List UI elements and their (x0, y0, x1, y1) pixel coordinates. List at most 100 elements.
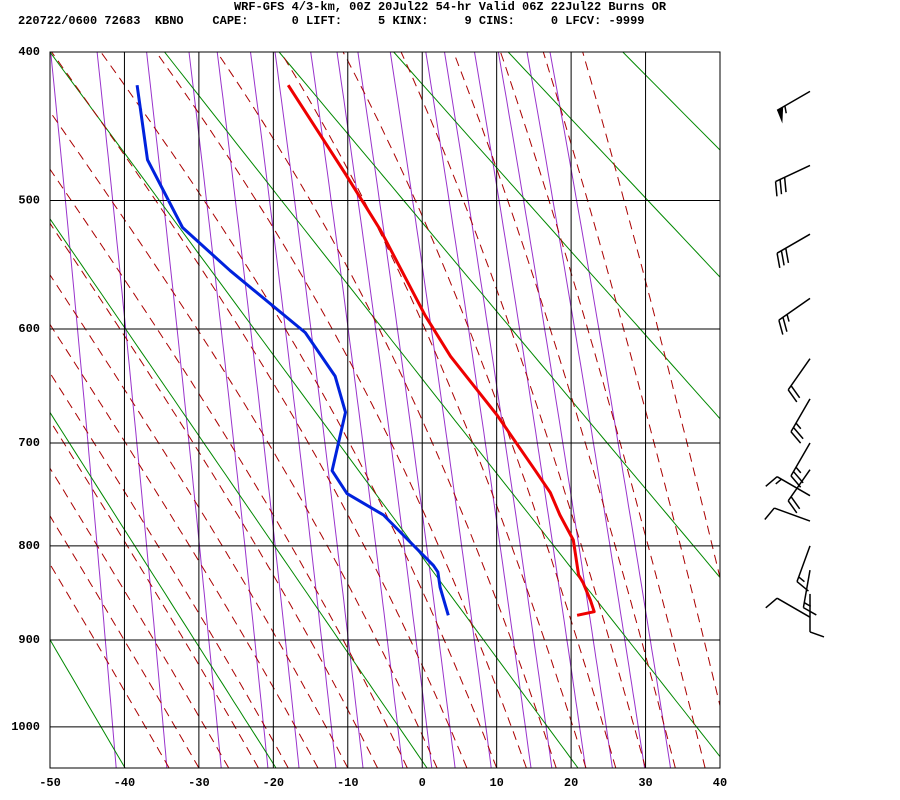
dry-adiabat (50, 638, 126, 768)
mixing-ratio-line (526, 52, 646, 768)
moist-adiabat (50, 514, 200, 768)
moist-adiabat (50, 563, 170, 768)
dry-adiabat (164, 52, 720, 758)
thermo-background (50, 52, 900, 768)
dry-adiabat (50, 218, 428, 768)
mixing-ratio-line (96, 52, 168, 768)
moist-adiabat (50, 467, 230, 768)
wind-barb (790, 442, 811, 488)
sounding-line (135, 84, 450, 616)
barb-feather (778, 319, 784, 335)
barb-half-feather (784, 105, 787, 114)
barb-feather (782, 317, 788, 332)
barb-staff (778, 297, 811, 321)
barb-feather (790, 385, 801, 399)
moist-adiabat (342, 52, 617, 768)
y-tick-label: 800 (18, 539, 40, 553)
dry-adiabat (50, 52, 579, 768)
moist-adiabat (50, 323, 319, 768)
dry-adiabat (50, 411, 277, 768)
x-tick-label: 0 (419, 776, 426, 790)
barb-staff (802, 570, 811, 608)
mixing-ratio-line (50, 52, 117, 768)
moist-adiabat (100, 52, 498, 768)
moist-adiabat (51, 52, 468, 768)
barb-staff (796, 545, 811, 582)
traces (135, 84, 596, 617)
barb-half-feather (775, 478, 782, 485)
y-tick-label: 500 (18, 194, 40, 208)
chart-subtitle: 220722/0600 72683 KBNO CAPE: 0 LIFT: 5 K… (18, 14, 645, 28)
mixing-ratio-line (389, 52, 492, 768)
wind-barb (776, 90, 811, 124)
y-tick-label: 1000 (11, 720, 40, 734)
x-tick-label: 20 (564, 776, 578, 790)
wind-barb (787, 358, 811, 403)
mixing-ratio-line (146, 52, 222, 768)
x-tick-label: -50 (39, 776, 61, 790)
plot-frame (49, 51, 721, 769)
chart-title: WRF-GFS 4/3-km, 00Z 20Jul22 54-hr Valid … (234, 0, 667, 14)
mixing-ratio-line (336, 52, 433, 768)
barb-staff (787, 358, 811, 391)
barb-half-feather (795, 466, 802, 474)
mixing-ratio-line (357, 52, 456, 768)
x-tick-label: -30 (188, 776, 210, 790)
barb-feather (765, 476, 778, 487)
sounding-line (286, 84, 596, 617)
grid (49, 51, 721, 768)
barb-feather (787, 389, 798, 403)
y-tick-label: 600 (18, 322, 40, 336)
barb-pennant (777, 106, 784, 124)
moist-adiabat (452, 52, 676, 768)
wind-barb (776, 233, 811, 268)
mixing-ratio-line (188, 52, 269, 768)
mixing-ratio-line (497, 52, 613, 768)
barb-feather (783, 177, 787, 193)
x-tick-label: 30 (638, 776, 652, 790)
dry-adiabat (852, 52, 900, 768)
axis-labels: -50 -40 -30 -20 -10 0 10 20 30 40 400 500 600 700 800 9… (11, 45, 727, 790)
barb-feather (809, 631, 825, 638)
x-tick-label: 40 (713, 776, 727, 790)
barb-half-feather (786, 314, 790, 322)
moist-adiabat (155, 52, 527, 768)
dry-adiabat (507, 52, 720, 278)
wind-barb (778, 297, 811, 335)
barb-feather (785, 248, 790, 263)
barb-feather (779, 179, 783, 195)
dry-adiabat (393, 52, 720, 420)
barb-staff (790, 442, 811, 477)
dry-adiabat (278, 52, 720, 579)
wind-barb (765, 597, 811, 618)
mixing-ratio-line (216, 52, 300, 768)
y-tick-label: 900 (18, 633, 40, 647)
wind-barbs (764, 90, 825, 638)
wind-barb (774, 164, 811, 197)
mixing-ratio-line (250, 52, 337, 768)
y-tick-label: 400 (18, 45, 40, 59)
x-tick-label: -40 (114, 776, 136, 790)
wind-barb (764, 507, 811, 522)
barb-feather (790, 496, 801, 510)
mixing-ratio-line (444, 52, 553, 768)
barb-half-feather (798, 576, 805, 583)
barb-feather (764, 507, 775, 521)
barb-feather (780, 250, 785, 266)
y-tick-label: 700 (18, 436, 40, 450)
mixing-ratio-line (274, 52, 364, 768)
mixing-ratio-line (549, 52, 671, 768)
barb-staff (776, 476, 811, 497)
barb-staff (776, 233, 811, 254)
moist-adiabat (400, 52, 647, 768)
moist-adiabat (542, 52, 720, 708)
moist-adiabat (280, 52, 587, 768)
barb-staff (787, 469, 811, 502)
barb-staff (790, 398, 811, 433)
barb-staff (775, 164, 811, 183)
moist-adiabat (582, 52, 720, 580)
moist-adiabat (50, 372, 289, 768)
mixing-ratio-line (310, 52, 404, 768)
barb-staff (774, 507, 811, 522)
moist-adiabat (216, 52, 557, 768)
